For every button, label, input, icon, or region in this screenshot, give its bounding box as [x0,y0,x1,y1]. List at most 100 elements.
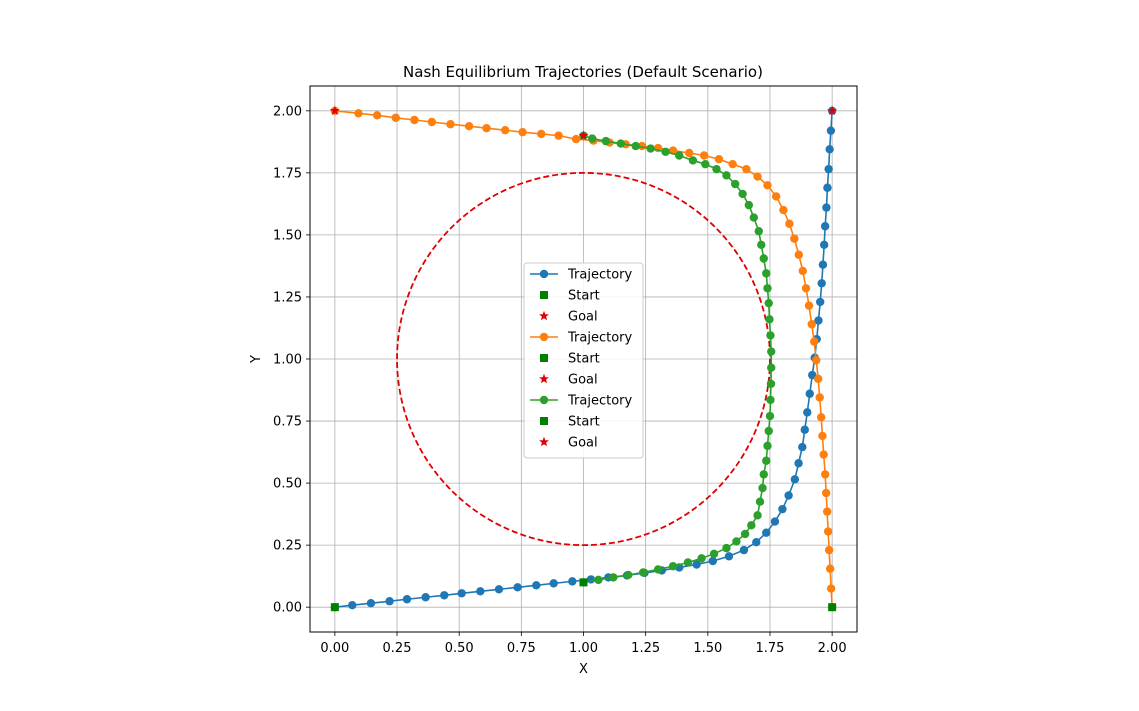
legend-line-marker [539,332,549,342]
trajectory-point [794,250,804,259]
trajectory-point [513,583,522,592]
trajectory-point [810,337,819,346]
y-tick-label: 0.75 [273,415,302,430]
trajectory-point [754,226,763,236]
trajectory-point [742,164,751,174]
trajectory-point [549,579,558,588]
trajectory-point [822,203,831,212]
y-tick-label: 2.00 [273,104,302,119]
legend-label: Goal [568,373,598,388]
y-tick-label: 1.50 [273,228,302,243]
trajectory-point [728,159,737,169]
trajectory-point [668,562,678,571]
trajectory-point [532,581,541,590]
x-tick-label: 2.00 [818,641,847,656]
trajectory-point [730,179,740,189]
trajectory-point [790,234,799,243]
trajectory-point [464,122,474,131]
trajectory-point [391,113,400,122]
trajectory-point [819,240,829,250]
trajectory-point [815,393,824,402]
legend-box [523,262,644,459]
trajectory-point [568,577,577,586]
start-marker [330,603,339,612]
trajectory-point [537,129,546,139]
trajectory-point [800,425,809,434]
trajectory-point [653,565,663,574]
trajectory-point [661,147,670,156]
trajectory-point [784,491,793,500]
trajectory-point [803,408,812,417]
trajectory-point [638,568,648,577]
trajectory-point [759,470,768,479]
trajectory-point [821,488,831,498]
trajectory-point [816,297,825,307]
trajectory-point [688,156,698,165]
trajectory-point [708,556,717,566]
legend-label: Start [568,352,600,367]
trajectory-point [758,483,767,493]
x-axis-ticks: 0.00 0.25 0.50 0.75 1.00 1.25 1.50 1.75 2.00 [320,632,847,656]
trajectory-point [798,442,807,452]
legend-label: Trajectory [567,268,632,283]
trajectory-point [699,151,709,160]
trajectory-point [402,595,412,604]
trajectory-point [724,552,734,561]
trajectory-point [766,395,775,405]
trajectory-point [609,573,618,582]
trajectory-point [757,240,766,250]
trajectory-point [554,131,563,140]
legend-goal-marker [539,310,549,321]
trajectory-point [805,389,814,398]
trajectory-point [771,192,781,201]
trajectory-point [675,151,684,160]
y-tick-label: 1.25 [273,290,302,305]
legend-goal-marker [539,436,549,447]
trajectory-point [571,134,581,144]
trajectory-point [778,504,787,514]
trajectory-point [446,120,455,129]
x-tick-label: 1.50 [693,641,722,656]
y-tick-label: 0.25 [273,539,302,554]
legend-start-marker [540,354,548,362]
trajectory-point [494,585,504,594]
chart-title: Nash Equilibrium Trajectories (Default S… [403,63,763,81]
trajectory-point [457,589,466,598]
trajectory-point [709,549,719,559]
trajectory-point [588,134,597,143]
legend-line-marker [539,395,549,405]
trajectory-point [410,115,419,125]
y-tick-label: 1.00 [273,353,302,368]
trajectory-point [701,159,710,169]
trajectory-point [762,269,771,278]
x-tick-label: 0.50 [445,641,474,656]
trajectory-point [812,356,821,365]
x-tick-label: 0.00 [320,641,349,656]
trajectory-point [823,183,832,192]
obstacle-circle [396,171,771,547]
trajectory-point [348,601,357,610]
trajectory-point [732,537,741,546]
trajectory-point [823,527,833,536]
y-axis-label: Y [249,355,264,364]
start-marker [579,578,588,587]
trajectory-point [820,470,830,479]
legend: Trajectory Start Goal Trajectory Start Goal Tr… [523,262,644,459]
trajectory-point [440,591,449,600]
trajectory-point [616,139,625,148]
series-layer [330,106,837,612]
legend-start-marker [540,417,548,425]
x-tick-label: 0.25 [383,641,412,656]
trajectory-point [790,475,800,484]
trajectory-point [594,575,603,585]
legend-start-marker [540,291,548,299]
trajectory-point [814,374,823,384]
trajectory-point [825,564,835,573]
trajectory-point [752,537,761,547]
trajectory-point [779,205,788,215]
trajectory-point [692,560,701,569]
trajectory-point [421,593,430,602]
trajectory-point [763,284,772,293]
trajectory-point [818,431,827,441]
